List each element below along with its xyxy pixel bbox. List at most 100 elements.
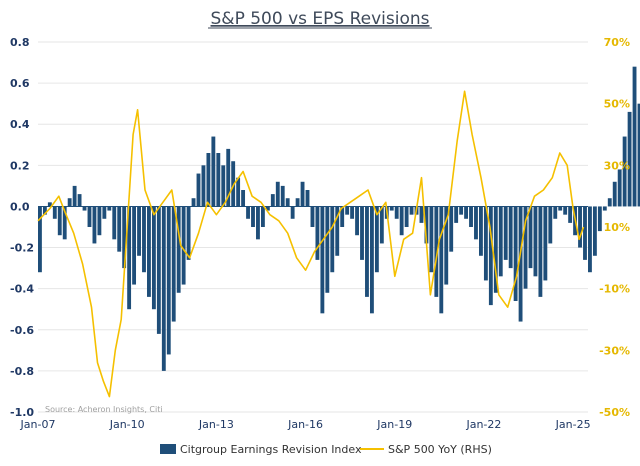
revision-bar <box>92 206 97 244</box>
revision-bar <box>241 190 246 207</box>
revision-bar <box>260 206 265 227</box>
revision-bar <box>166 206 171 355</box>
revision-bar <box>275 181 280 207</box>
revision-bar <box>493 206 498 293</box>
revision-bar <box>171 206 176 322</box>
revision-bar <box>87 206 92 227</box>
revision-bar <box>38 206 42 273</box>
revision-bar <box>107 206 112 211</box>
revision-bar <box>538 206 543 297</box>
y-left-tick-label: -0.2 <box>10 242 34 255</box>
source-note: Source: Acheron Insights, Citi <box>45 405 163 414</box>
x-tick-label: Jan-10 <box>109 418 145 431</box>
revision-bar <box>295 198 300 207</box>
revision-bar <box>483 206 488 281</box>
revision-bar <box>206 153 211 207</box>
revision-bar <box>478 206 483 256</box>
revision-bar <box>607 198 612 207</box>
revision-bar <box>498 206 503 277</box>
revision-bar <box>518 206 523 322</box>
x-tick-label: Jan-16 <box>287 418 323 431</box>
revision-bar <box>231 161 236 207</box>
x-axis: Jan-07 Jan-10 Jan-13 Jan-16 Jan-19 Jan-22 Jan-… <box>20 418 591 431</box>
revision-bar <box>82 206 87 211</box>
revision-bar <box>632 66 637 207</box>
revision-bar <box>122 206 127 269</box>
revision-bar <box>488 206 493 306</box>
revision-bar <box>97 206 102 236</box>
revision-bar <box>404 206 409 227</box>
x-tick-label: Jan-22 <box>465 418 501 431</box>
y-right-tick-label: -50% <box>599 406 630 419</box>
revision-bar <box>315 206 320 260</box>
y-right-tick-label: 30% <box>604 159 630 172</box>
revision-bar <box>409 206 414 215</box>
revision-bar <box>444 206 449 285</box>
y-left-tick-label: -0.8 <box>10 365 34 378</box>
revision-bar <box>459 206 464 215</box>
revision-bar <box>300 181 305 207</box>
revision-bar <box>340 206 345 227</box>
x-tick-label: Jan-07 <box>20 418 56 431</box>
revision-bar <box>419 206 424 223</box>
revision-bar <box>429 206 434 273</box>
revision-bar <box>132 206 137 285</box>
y-left-tick-label: 0.2 <box>10 159 30 172</box>
revision-bar <box>67 198 72 207</box>
revision-bar <box>389 206 394 211</box>
revision-bar <box>47 202 52 207</box>
revision-bar <box>379 206 384 244</box>
revision-bar <box>137 206 141 256</box>
revision-bar <box>622 136 627 207</box>
revision-bar <box>597 206 602 232</box>
revision-bar <box>345 206 350 215</box>
revision-bar <box>558 206 563 211</box>
x-tick-label: Jan-13 <box>198 418 234 431</box>
revision-bar <box>399 206 404 236</box>
revision-bar <box>533 206 538 277</box>
y-right-tick-label: 10% <box>604 221 630 234</box>
revision-bar <box>290 206 295 219</box>
legend-swatch-bars <box>160 444 176 454</box>
revision-bar <box>196 173 201 207</box>
revision-bar <box>211 136 216 207</box>
revision-bar <box>251 206 255 227</box>
y-left-tick-label: -1.0 <box>10 406 34 419</box>
revision-bar <box>181 206 186 285</box>
revision-bar <box>330 206 335 273</box>
legend-label-line: S&P 500 YoY (RHS) <box>388 443 492 456</box>
revision-bar <box>434 206 439 297</box>
revision-bar <box>102 206 107 219</box>
revision-bar <box>374 206 379 273</box>
revision-bar <box>305 190 310 207</box>
revision-bar <box>280 185 285 207</box>
revision-bar <box>72 185 77 207</box>
revision-bar <box>355 206 359 236</box>
revision-bar <box>602 206 607 211</box>
revision-bar <box>424 206 429 244</box>
revision-bar <box>627 111 632 207</box>
revision-bar <box>548 206 553 244</box>
revision-bar <box>310 206 315 227</box>
revision-bar <box>563 206 568 215</box>
revision-bar <box>365 206 369 297</box>
revision-bar <box>186 206 191 260</box>
revision-bar <box>523 206 528 289</box>
revision-bar <box>508 206 513 269</box>
y-left-tick-label: 0.8 <box>10 36 30 49</box>
y-left-tick-label: 0.0 <box>10 200 30 213</box>
revision-bar <box>335 206 340 256</box>
y-right-tick-label: 70% <box>604 36 630 49</box>
legend: Citgroup Earnings Revision Index S&P 500… <box>160 443 492 456</box>
revision-bar <box>454 206 459 223</box>
revision-bar <box>369 206 374 314</box>
revision-bar <box>112 206 117 240</box>
revision-bar <box>528 206 533 269</box>
revision-bar <box>117 206 122 252</box>
revision-bar <box>325 206 330 293</box>
x-tick-label: Jan-19 <box>376 418 412 431</box>
legend-label-bars: Citgroup Earnings Revision Index <box>180 443 362 456</box>
revision-bar <box>42 206 47 215</box>
sp500-yoy-line <box>37 90 585 398</box>
